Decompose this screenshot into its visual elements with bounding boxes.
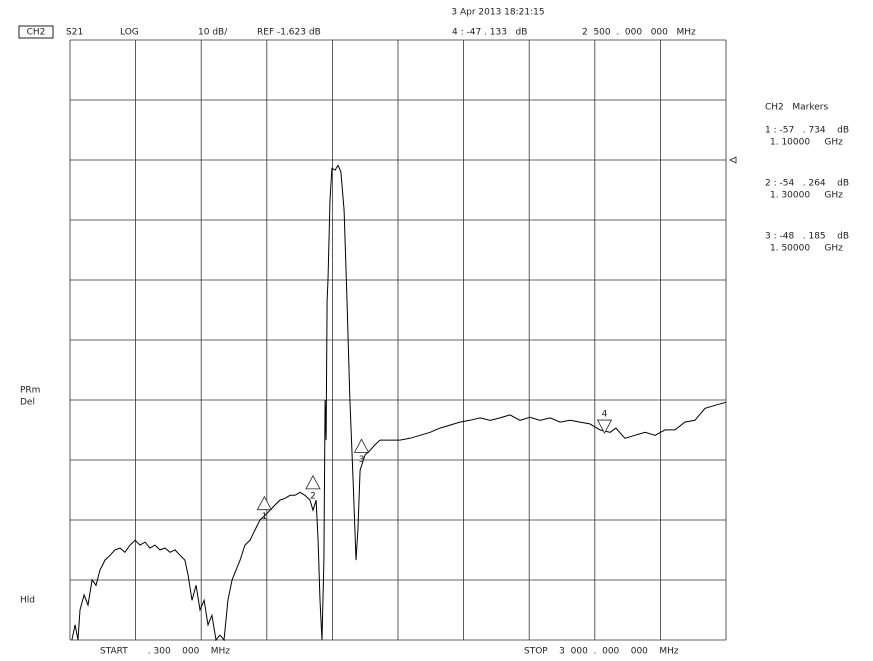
reference: REF -1.623 dB (257, 28, 321, 38)
status: Del (20, 398, 35, 408)
stop: STOP 3 000 . 000 000 MHz (524, 647, 679, 657)
marker (305, 475, 321, 490)
scale: 10 dB/ (198, 28, 228, 38)
marker (256, 495, 273, 511)
active-marker: 4 : -47 . 133 dB (452, 28, 527, 38)
marker-readout-value: 1 : -57 . 734 dB (765, 126, 849, 136)
marker-label: 1 (262, 512, 268, 522)
marker-label: 3 (359, 455, 365, 465)
channel: CH2 (27, 28, 46, 38)
status: PRm (20, 386, 40, 396)
marker (596, 419, 613, 434)
marker-panel-title: CH2 Markers (765, 103, 828, 113)
timestamp: 3 Apr 2013 18:21:15 (451, 8, 544, 18)
format: LOG (120, 28, 139, 38)
parameter: S21 (66, 28, 83, 38)
active-marker-stimulus: 2 500 . 000 000 MHz (582, 28, 696, 38)
marker (353, 438, 370, 453)
hold: Hld (20, 596, 35, 606)
marker-readout-stimulus: 1. 30000 GHz (770, 191, 843, 201)
marker-readout-stimulus: 1. 10000 GHz (770, 138, 843, 148)
start: START . 300 000 MHz (100, 647, 230, 657)
channel-box (18, 25, 54, 39)
marker-label: 2 (310, 491, 316, 501)
marker-readout-value: 3 : -48 . 185 dB (765, 232, 849, 242)
marker-label: 4 (602, 410, 608, 420)
trace (71, 164, 727, 642)
marker-readout-stimulus: 1. 50000 GHz (770, 244, 843, 254)
reference-marker (729, 156, 737, 164)
marker-readout-value: 2 : -54 . 264 dB (765, 179, 849, 189)
plot: 1 2 3 4 (69, 39, 737, 642)
